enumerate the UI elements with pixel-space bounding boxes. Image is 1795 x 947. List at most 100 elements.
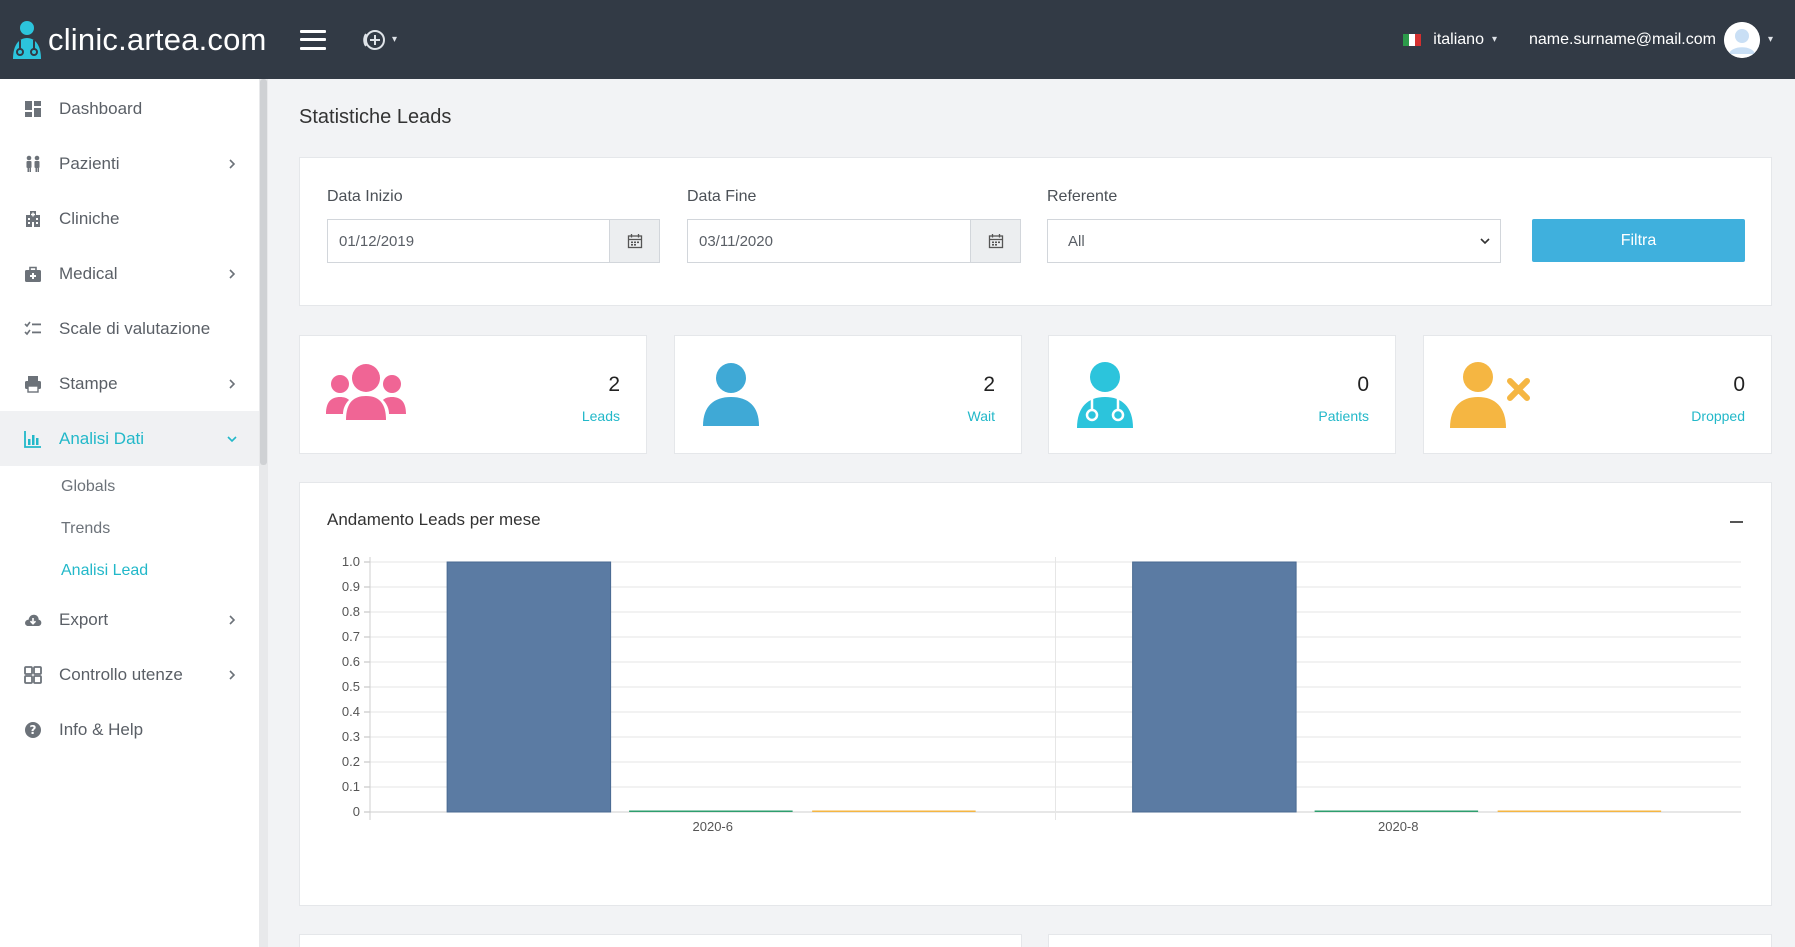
calendar-icon[interactable] — [970, 220, 1020, 262]
y-tick-label: 0.6 — [342, 654, 360, 669]
chevron-down-icon — [227, 435, 237, 442]
top-navbar: clinic.artea.com ▾ italiano ▾ name.surna… — [0, 0, 1795, 79]
chevron-right-icon — [229, 614, 236, 625]
start-date-field[interactable]: 01/12/2019 — [327, 219, 660, 263]
y-tick-label: 0.4 — [342, 704, 360, 719]
patients-stat-card: 0 Patients — [1048, 335, 1396, 454]
sidebar-item-scale-di-valutazione[interactable]: Scale di valutazione — [0, 301, 259, 356]
y-tick-label: 0 — [353, 804, 360, 819]
sidebar-scrollbar[interactable] — [259, 79, 268, 947]
user-email: name.surname@mail.com — [1529, 30, 1716, 48]
y-tick-label: 0.3 — [342, 729, 360, 744]
leads-stat-card: 2 Leads — [299, 335, 647, 454]
sidebar-item-medical[interactable]: Medical — [0, 246, 259, 301]
sidebar-item-label: Cliniche — [59, 208, 120, 228]
calendar-icon[interactable] — [609, 220, 659, 262]
leads-count: 2 — [608, 373, 620, 396]
y-tick-label: 0.9 — [342, 579, 360, 594]
bottom-left-card — [299, 934, 1022, 947]
menu-toggle-icon[interactable] — [300, 29, 326, 50]
chevron-down-icon: ▾ — [392, 34, 398, 45]
end-date-label: Data Fine — [687, 188, 757, 205]
wait-stat-card: 2 Wait — [674, 335, 1022, 454]
group-icon — [326, 364, 406, 420]
medical-kit-icon — [24, 265, 42, 283]
hospital-icon — [24, 210, 42, 228]
y-tick-label: 0.1 — [342, 779, 360, 794]
chevron-right-icon — [229, 378, 236, 389]
bottom-right-card — [1048, 934, 1772, 947]
cloud-download-icon — [24, 611, 42, 629]
sidebar-item-label: Pazienti — [59, 153, 120, 173]
chevron-right-icon — [229, 158, 236, 169]
filter-panel: Data Inizio 01/12/2019 Data Fine 03/11/2… — [299, 157, 1772, 306]
sidebar-item-label: Info & Help — [59, 719, 144, 739]
quick-add-menu[interactable]: ▾ — [362, 27, 397, 53]
chart-title: Andamento Leads per mese — [327, 510, 541, 529]
filter-button[interactable]: Filtra — [1532, 219, 1745, 262]
x-tick-label: 2020-6 — [693, 819, 733, 834]
leads-chart-card: Andamento Leads per mese 0 0.1 0.2 0.3 0.4 0.… — [299, 482, 1772, 906]
chevron-right-icon — [229, 669, 236, 680]
sidebar-item-info-help[interactable]: ? Info & Help — [0, 702, 259, 757]
sidebar-subitem-globals[interactable]: Globals — [61, 478, 116, 495]
y-tick-label: 1.0 — [342, 554, 360, 569]
print-icon — [24, 375, 42, 393]
sidebar-item-label: Analisi Dati — [59, 428, 145, 448]
svg-text:?: ? — [30, 723, 37, 737]
checklist-icon — [24, 320, 42, 338]
sidebar-subitem-analisi-lead[interactable]: Analisi Lead — [61, 562, 149, 579]
patients-label: Patients — [1318, 408, 1369, 424]
avatar — [1723, 21, 1760, 58]
brand[interactable]: clinic.artea.com — [10, 19, 290, 61]
user-avatar-icon — [1723, 21, 1760, 58]
bar — [1497, 810, 1662, 812]
user-menu[interactable]: name.surname@mail.com ▾ — [1529, 21, 1773, 58]
clinic-logo-icon — [13, 20, 41, 59]
chevron-down-icon: ▾ — [1491, 34, 1497, 45]
sidebar-item-stampe[interactable]: Stampe — [0, 356, 259, 411]
bar-chart-icon — [24, 430, 42, 448]
bar — [629, 810, 793, 812]
leads-label: Leads — [581, 408, 620, 424]
end-date-field[interactable]: 03/11/2020 — [687, 219, 1021, 263]
bar — [446, 561, 612, 813]
sidebar-item-dashboard[interactable]: Dashboard — [0, 81, 259, 136]
collapse-icon[interactable] — [1730, 521, 1743, 523]
start-date-value[interactable]: 01/12/2019 — [339, 232, 415, 250]
y-tick-label: 0.8 — [342, 604, 360, 619]
sidebar-item-label: Scale di valutazione — [59, 318, 211, 338]
sidebar-item-cliniche[interactable]: Cliniche — [0, 191, 259, 246]
dashboard-icon — [24, 100, 42, 118]
add-circle-icon — [363, 29, 385, 50]
sidebar-subitem-trends[interactable]: Trends — [61, 520, 111, 537]
sidebar-item-label: Dashboard — [59, 98, 143, 118]
bar — [1132, 561, 1297, 813]
language-selector[interactable]: italiano ▾ — [1403, 31, 1497, 49]
chevron-down-icon: ▾ — [1767, 34, 1773, 45]
sidebar-item-export[interactable]: Export — [0, 592, 259, 647]
sidebar-item-label: Stampe — [59, 373, 118, 393]
referent-label: Referente — [1047, 188, 1118, 205]
end-date-value[interactable]: 03/11/2020 — [699, 232, 773, 250]
sidebar-item-controllo-utenze[interactable]: Controllo utenze — [0, 647, 259, 702]
page-title: Statistiche Leads — [299, 106, 452, 128]
sidebar-item-analisi-dati[interactable]: Analisi Dati — [0, 411, 259, 466]
question-icon: ? — [24, 721, 42, 739]
language-label: italiano — [1433, 30, 1484, 48]
x-tick-label: 2020-8 — [1378, 819, 1418, 834]
italy-flag-icon — [1403, 33, 1422, 46]
user-icon — [703, 363, 759, 426]
start-date-label: Data Inizio — [327, 188, 403, 205]
y-tick-label: 0.5 — [342, 679, 360, 694]
patients-count: 0 — [1357, 373, 1369, 396]
sidebar-item-label: Controllo utenze — [59, 664, 183, 684]
dropped-label: Dropped — [1691, 408, 1745, 424]
referent-select[interactable]: All — [1047, 219, 1501, 263]
chevron-down-icon — [1480, 238, 1490, 245]
sidebar-item-pazienti[interactable]: Pazienti — [0, 136, 259, 191]
bar — [812, 810, 976, 812]
y-tick-label: 0.2 — [342, 754, 360, 769]
grid-icon — [24, 665, 42, 684]
sidebar-item-label: Export — [59, 609, 109, 629]
